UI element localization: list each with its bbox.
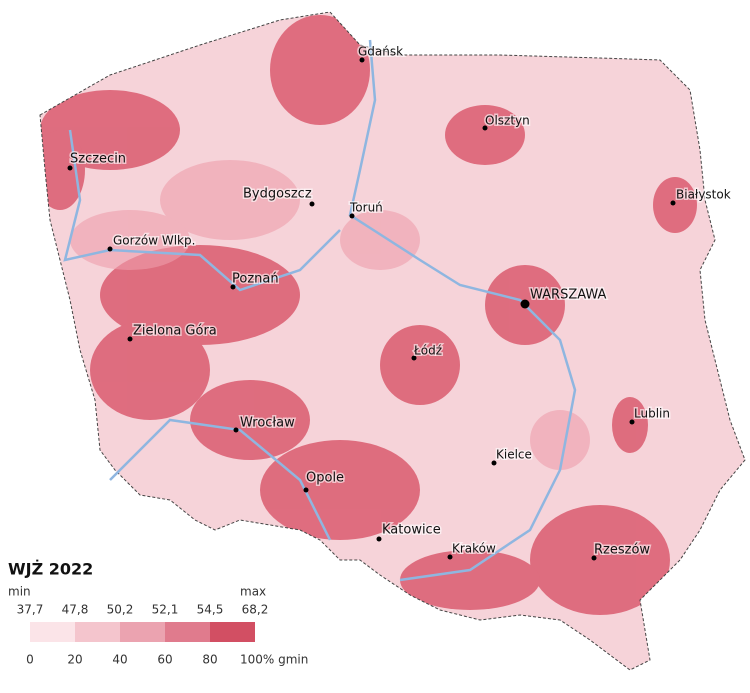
city: Kraków xyxy=(447,540,498,560)
legend-title: WJŻ 2022 xyxy=(8,560,93,579)
legend-swatch xyxy=(75,622,120,642)
city-label: Opole xyxy=(306,471,344,486)
city-label: Lublin xyxy=(634,407,670,421)
city: Poznań xyxy=(230,270,280,290)
city-label: Olsztyn xyxy=(485,114,530,128)
city-label: Rzeszów xyxy=(594,543,650,558)
legend-threshold: 68,2 xyxy=(242,603,269,617)
city: Łódź xyxy=(411,342,444,361)
legend-threshold: 54,5 xyxy=(197,603,224,617)
city-label: Wrocław xyxy=(240,416,295,431)
country-map xyxy=(39,11,746,671)
city-markers: Gdańsk Olsztyn Szczecin Białystok Bydgos… xyxy=(67,43,732,561)
city: Gorzów Wlkp. xyxy=(107,232,197,252)
city: Olsztyn xyxy=(482,112,531,131)
legend-percentile: 20 xyxy=(67,653,82,667)
city: Kielce xyxy=(491,446,533,466)
city-label: Toruń xyxy=(349,201,383,215)
city: Lublin xyxy=(629,405,671,425)
city: Katowice xyxy=(376,521,442,542)
legend-percentile: 60 xyxy=(157,653,172,667)
city: Szczecin xyxy=(67,150,128,171)
city: Toruń xyxy=(348,199,384,219)
legend-percentile: 80 xyxy=(202,653,217,667)
city: WARSZAWA xyxy=(520,286,608,309)
city: Gdańsk xyxy=(357,43,405,63)
legend-swatch xyxy=(30,622,75,642)
legend-threshold: 47,8 xyxy=(62,603,89,617)
city-label: Łódź xyxy=(413,344,442,358)
city-label: Kielce xyxy=(496,448,532,462)
legend-swatch xyxy=(165,622,210,642)
city-label: Poznań xyxy=(232,272,279,287)
city-label: Szczecin xyxy=(70,152,126,167)
city: Wrocław xyxy=(233,414,297,433)
city-label: Bydgoszcz xyxy=(243,187,312,202)
legend-max-label: max xyxy=(240,585,266,599)
city: Rzeszów xyxy=(591,541,652,561)
legend-threshold: 52,1 xyxy=(152,603,179,617)
legend-percentile: 40 xyxy=(112,653,127,667)
city-label: Kraków xyxy=(452,542,496,556)
city-label: Katowice xyxy=(382,523,441,538)
city-label: Zielona Góra xyxy=(133,324,217,339)
city: Zielona Góra xyxy=(127,322,218,342)
legend-percentile: 100% gmin xyxy=(240,653,308,667)
city: Bydgoszcz xyxy=(242,185,315,207)
city: Opole xyxy=(303,469,346,493)
legend: WJŻ 2022 min max 37,7 47,8 50,2 52,1 54,5 68,… xyxy=(8,560,308,667)
legend-threshold: 50,2 xyxy=(107,603,134,617)
legend-percentile: 0 xyxy=(26,653,34,667)
city-label: Gorzów Wlkp. xyxy=(113,234,195,248)
city: Białystok xyxy=(670,186,732,206)
legend-swatch xyxy=(120,622,165,642)
city-label: WARSZAWA xyxy=(530,288,607,303)
legend-threshold: 37,7 xyxy=(17,603,44,617)
legend-swatch xyxy=(210,622,255,642)
city-label: Gdańsk xyxy=(358,45,403,59)
city-label: Białystok xyxy=(676,188,731,202)
legend-min-label: min xyxy=(8,585,31,599)
